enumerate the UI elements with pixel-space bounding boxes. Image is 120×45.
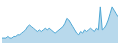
- chart: [0, 0, 120, 45]
- line: [2, 7, 118, 38]
- area: [2, 7, 118, 43]
- plot-area: [2, 7, 118, 43]
- marks: [2, 7, 118, 43]
